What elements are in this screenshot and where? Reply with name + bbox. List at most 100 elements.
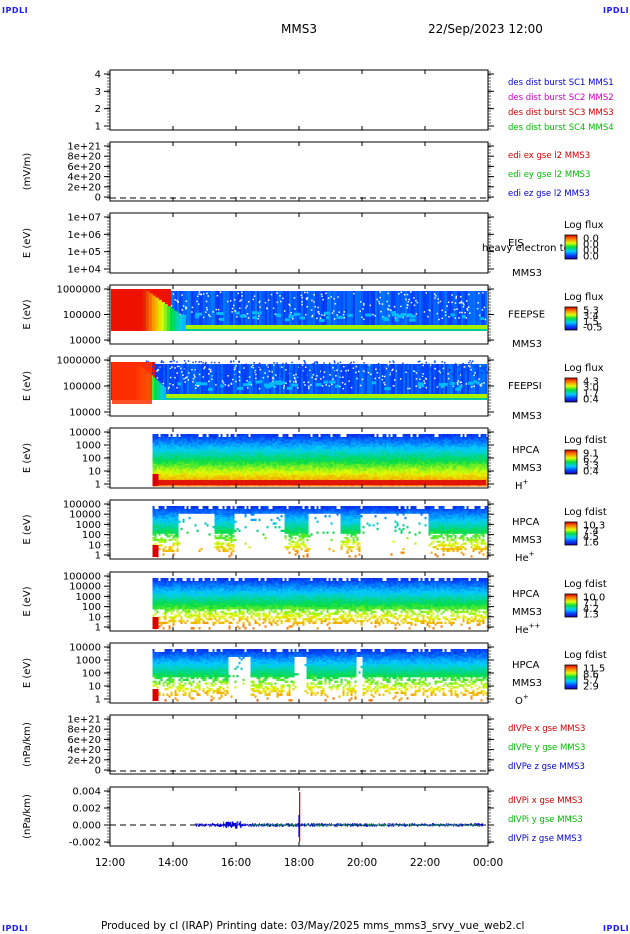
spectrogram-cell <box>292 484 295 487</box>
spectrogram-gap <box>469 366 471 368</box>
spectrogram-cell <box>166 445 169 448</box>
spectrogram-cell <box>156 463 159 467</box>
spectrogram-cell <box>312 471 315 474</box>
spectrogram-cell <box>152 448 155 452</box>
spectrogram-cell <box>336 458 339 461</box>
spectrogram-cell <box>253 291 255 325</box>
spectrogram-cell <box>318 456 321 459</box>
spectrogram-cell <box>297 364 299 394</box>
y-axis-label: E (eV) <box>22 299 33 329</box>
spectrogram-gap <box>476 307 479 310</box>
spectrogram-cell <box>308 454 311 457</box>
spectrogram-cell <box>358 460 361 463</box>
spectrogram-cell <box>284 454 287 457</box>
spectrogram-cell <box>372 448 375 452</box>
spectrogram-cell <box>368 484 371 487</box>
spectrogram-gap <box>460 381 463 384</box>
y-tick-label: 1 <box>95 122 101 133</box>
spectrogram-cell <box>308 484 311 487</box>
spectrogram-speck <box>153 368 155 370</box>
spectrogram-cell <box>166 452 169 455</box>
spectrogram-speck <box>448 368 450 371</box>
spectrogram-cell <box>154 458 157 461</box>
spectrogram-speck <box>401 365 404 367</box>
spectrogram-cell <box>367 291 369 325</box>
spectrogram-cell <box>168 484 171 487</box>
spectrogram-cell <box>374 450 377 454</box>
spectrogram-speck <box>221 365 224 367</box>
spectrogram-cell <box>250 460 253 463</box>
spectrogram-cell <box>226 435 229 439</box>
spectrogram-cell <box>164 447 167 450</box>
spectrogram-speck <box>189 371 191 373</box>
spectrogram-cell <box>160 385 164 400</box>
spectrogram-cell <box>294 467 297 470</box>
legend-entry: des dist burst SC3 MMS3 <box>508 108 614 118</box>
spectrogram-gap <box>167 387 170 390</box>
spectrogram-cell <box>258 452 261 455</box>
spectrogram-cell <box>214 465 217 468</box>
spectrogram-cell <box>268 467 271 470</box>
spectrogram-cell <box>198 441 201 444</box>
spectrogram-gap <box>314 305 316 308</box>
spectrogram-speck <box>303 369 306 371</box>
spectrogram-cell <box>200 461 203 465</box>
spectrogram-cell <box>196 445 199 448</box>
spectrogram-cell <box>330 461 333 465</box>
spectrogram-cell <box>229 291 231 325</box>
spectrogram-gap <box>469 312 471 315</box>
spectrogram-cell <box>237 291 239 325</box>
spectrogram-cell <box>405 291 407 325</box>
spectrogram-cell <box>334 469 337 472</box>
spectrogram-cell <box>354 458 357 461</box>
spectrogram-cell <box>334 384 340 388</box>
spectrogram-gap <box>342 387 345 390</box>
spectrogram-cell <box>174 450 177 454</box>
spectrogram-cell <box>232 447 235 450</box>
spectrogram-cell <box>455 364 457 394</box>
spectrogram-cell <box>383 291 385 325</box>
spectrogram-speck <box>316 362 318 365</box>
spectrogram-cell <box>332 454 335 457</box>
spectrogram-cell <box>220 476 223 480</box>
spectrogram-cell <box>284 439 287 442</box>
spectrogram-cell <box>283 291 285 325</box>
spectrogram-gap <box>331 312 334 314</box>
spectrogram-cell <box>248 460 251 463</box>
spectrogram-speck <box>340 375 342 378</box>
spectrogram-cell <box>288 484 291 487</box>
spectrogram-cell <box>272 381 277 385</box>
spectrogram-gap <box>210 378 213 381</box>
spectrogram-cell <box>334 484 337 487</box>
spectrogram-cell <box>326 484 329 487</box>
spectrogram-speck <box>430 369 432 372</box>
spectrogram-cell <box>166 454 169 457</box>
spectrogram-cell <box>254 478 257 481</box>
spectrogram-cell <box>210 465 213 468</box>
spectrogram-cell <box>352 460 355 463</box>
spectrogram-cell <box>376 437 379 441</box>
spectrogram-cell <box>260 448 263 452</box>
spectrogram-cell <box>173 291 175 325</box>
spectrogram-cell <box>192 456 195 459</box>
spectrogram-cell <box>300 435 303 439</box>
spectrogram-gap <box>361 378 364 381</box>
spectrogram-cell <box>226 450 229 454</box>
spectrogram-cell <box>332 458 335 461</box>
spectrogram-cell <box>197 291 199 325</box>
spectrogram-gap <box>179 313 182 316</box>
spectrogram-cell <box>473 291 475 325</box>
spectrogram-speck <box>234 374 236 377</box>
spectrogram-cell <box>308 463 311 467</box>
spectrogram-cell <box>180 448 183 452</box>
spectrogram-cell <box>378 460 381 463</box>
spectrogram-cell <box>316 434 319 437</box>
spectrogram-cell <box>248 474 251 478</box>
spectrogram-cell <box>206 476 209 480</box>
spectrogram-cell <box>230 460 233 463</box>
spectrogram-cell <box>186 465 189 468</box>
spectrogram-cell <box>254 456 257 459</box>
spectrogram-cell <box>330 450 333 454</box>
spectrogram-cell <box>326 437 329 441</box>
spectrogram-cell <box>288 443 291 446</box>
